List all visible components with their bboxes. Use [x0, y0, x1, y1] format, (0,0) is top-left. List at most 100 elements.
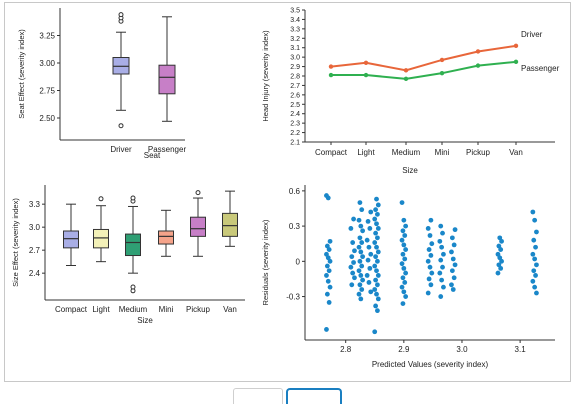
residual-point	[374, 244, 379, 250]
residual-point	[326, 247, 332, 252]
seat-y-axis-label: Seat Effect (severity index)	[17, 29, 26, 119]
seat-outlier	[118, 12, 124, 18]
residual-point	[428, 217, 434, 223]
residual-x-axis-label: Predicted Values (severity index)	[372, 360, 489, 369]
residual-point	[360, 228, 366, 234]
residual-point	[401, 242, 407, 248]
residual-point	[426, 247, 432, 252]
head-y-tick-label: 3.5	[290, 8, 300, 15]
residual-point	[351, 216, 356, 222]
residual-y-tick-label: 0.3	[289, 222, 301, 231]
residual-point	[350, 270, 356, 276]
residual-point	[530, 209, 536, 215]
head-series-label: Driver	[521, 30, 543, 39]
head-y-tick-label: 2.2	[290, 130, 300, 137]
residual-point	[373, 230, 379, 236]
residual-point	[499, 238, 504, 244]
residual-point	[449, 282, 454, 288]
residual-point	[372, 240, 378, 245]
residual-point	[427, 264, 433, 270]
residual-point	[451, 242, 457, 248]
residual-point	[358, 223, 364, 229]
head-series-point	[363, 72, 369, 78]
residual-point	[348, 226, 354, 231]
head-y-tick-label: 3.4	[290, 17, 300, 24]
head-y-tick-label: 3.3	[290, 26, 300, 33]
residual-point	[495, 270, 501, 276]
head-y-tick-label: 2.5	[290, 102, 300, 109]
residual-point	[429, 270, 435, 276]
residual-point	[439, 277, 445, 283]
residual-point	[324, 273, 329, 278]
residual-x-tick-label: 3.1	[515, 345, 527, 354]
head-y-tick-label: 2.3	[290, 121, 300, 128]
head-series-point	[475, 49, 481, 54]
residual-point	[375, 258, 380, 264]
residual-point	[326, 300, 332, 305]
size-box	[222, 212, 238, 237]
residual-point	[365, 219, 371, 224]
residual-point	[401, 217, 407, 223]
head-series-line-driver	[330, 44, 517, 72]
residual-point	[530, 278, 536, 284]
head-series-point	[363, 60, 369, 65]
head-series-point	[475, 63, 481, 68]
previous-button[interactable]	[233, 388, 283, 404]
head-category-label: Pickup	[466, 148, 491, 157]
residual-point	[375, 226, 381, 231]
head-category-label: Compact	[315, 148, 348, 157]
seat-category-label: Driver	[110, 145, 132, 154]
size-y-tick-label: 2.7	[29, 246, 41, 255]
size-category-label: Compact	[55, 305, 88, 314]
size-box	[93, 228, 109, 249]
residual-point	[357, 235, 363, 241]
residual-point	[441, 251, 446, 257]
size-category-label: Light	[92, 305, 110, 314]
residual-point	[428, 282, 434, 288]
residual-point	[372, 263, 378, 269]
head-series-point	[403, 76, 409, 82]
head-y-tick-label: 2.8	[290, 74, 300, 81]
head-series-point	[439, 70, 445, 76]
residual-point	[356, 244, 362, 250]
residual-point	[531, 268, 537, 274]
seat-y-tick-label: 2.75	[39, 87, 55, 96]
residual-point	[324, 291, 330, 297]
residual-point	[451, 275, 457, 281]
size-category-label: Pickup	[186, 305, 211, 314]
seat-category-label: Passenger	[148, 145, 187, 154]
residual-point	[325, 195, 331, 201]
residual-y-tick-label: 0	[296, 257, 301, 266]
residual-point	[532, 284, 538, 290]
size-y-axis-label: Size Effect (severity index)	[11, 198, 20, 287]
seat-box	[158, 64, 176, 95]
head-y-tick-label: 3.0	[290, 55, 300, 62]
residual-point	[449, 249, 454, 255]
residual-point	[400, 251, 406, 257]
residual-point	[327, 258, 333, 264]
residual-point	[439, 244, 445, 250]
residual-point	[349, 282, 355, 288]
residual-point	[327, 238, 333, 244]
figure-frame	[4, 2, 571, 382]
head-series-point	[513, 43, 519, 49]
residual-point	[400, 301, 406, 306]
residual-point	[534, 290, 539, 296]
residual-point	[364, 237, 370, 243]
residual-point	[360, 254, 366, 260]
head-series-point	[328, 72, 334, 78]
residual-point	[399, 284, 405, 290]
residual-point	[373, 303, 379, 309]
residual-point	[437, 238, 443, 244]
residual-point	[441, 284, 446, 290]
residual-point	[358, 273, 364, 278]
residual-point	[374, 291, 379, 297]
size-y-tick-label: 2.4	[29, 269, 41, 278]
residual-point	[373, 277, 379, 283]
next-button[interactable]	[286, 388, 342, 404]
size-outlier	[130, 195, 136, 201]
residual-point	[402, 280, 408, 285]
residual-point	[425, 226, 431, 231]
residual-point	[399, 237, 405, 243]
residual-point	[375, 282, 380, 288]
